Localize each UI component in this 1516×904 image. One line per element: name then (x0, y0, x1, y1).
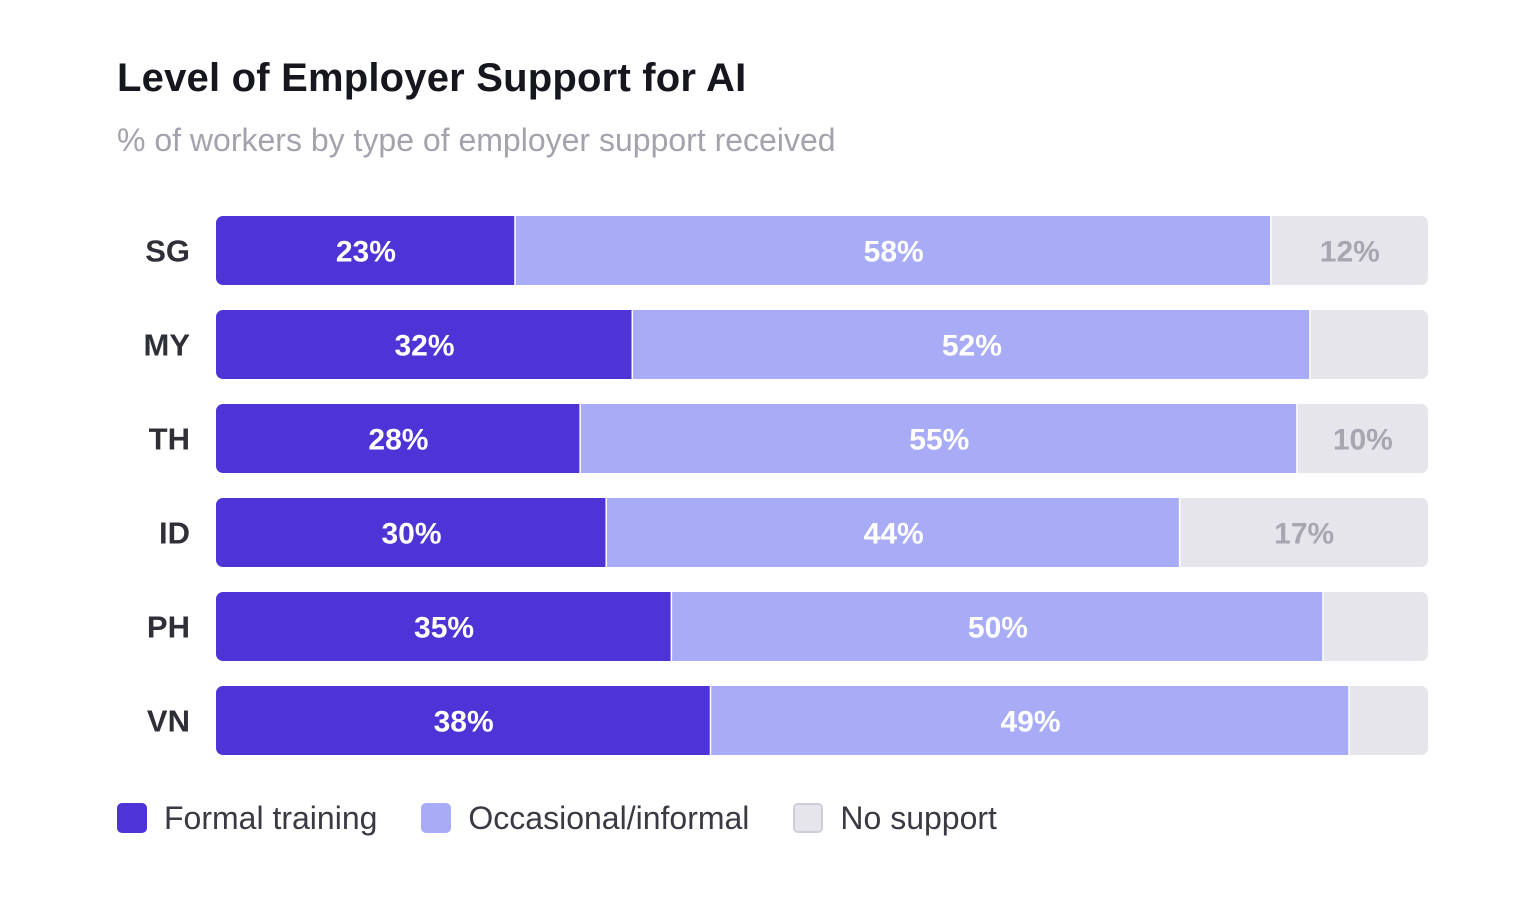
data-label-th-occasional-informal: 55% (909, 424, 969, 457)
data-label-sg-no-support: 12% (1320, 236, 1380, 269)
bar-segment-th-no-support (1297, 404, 1428, 473)
legend-swatch-occasional-informal (421, 803, 452, 833)
bar-row-id: ID 30% 44% 17% (159, 498, 1428, 567)
data-label-vn-occasional-informal: 49% (1000, 706, 1060, 739)
legend-label-no-support: No support (840, 799, 997, 836)
bar-segment-ph-occasional-informal (672, 592, 1324, 661)
bar-row-my: MY 32% 52% (144, 310, 1428, 379)
bar-segment-id-occasional-informal (606, 498, 1181, 567)
data-label-id-formal-training: 30% (381, 518, 441, 551)
category-label-ph: PH (147, 610, 190, 645)
bar-segment-vn-no-support (1349, 686, 1428, 755)
bar-segment-vn-occasional-informal (711, 686, 1350, 755)
data-label-th-no-support: 10% (1333, 424, 1393, 457)
bar-segment-my-no-support (1310, 310, 1428, 379)
bar-segment-ph-formal-training (216, 592, 673, 661)
chart-legend: Formal training Occasional/informal No s… (117, 796, 1041, 840)
legend-item-occasional-informal: Occasional/informal (421, 800, 749, 837)
bar-segment-th-occasional-informal (580, 404, 1298, 473)
legend-item-no-support: No support (793, 800, 997, 837)
bar-segment-sg-occasional-informal (515, 216, 1272, 285)
bar-segment-my-formal-training (216, 310, 634, 379)
category-label-th: TH (149, 422, 190, 457)
bar-segment-ph-no-support (1323, 592, 1428, 661)
category-label-my: MY (144, 328, 191, 363)
data-label-sg-occasional-informal: 58% (864, 236, 924, 269)
bar-row-th: TH 28% 55% 10% (149, 404, 1428, 473)
bar-segment-sg-no-support (1271, 216, 1428, 285)
bar-segment-my-occasional-informal (633, 310, 1311, 379)
chart-title: Level of Employer Support for AI (117, 56, 747, 100)
data-label-th-formal-training: 28% (368, 424, 428, 457)
chart-subtitle: % of workers by type of employer support… (117, 122, 836, 158)
bar-segment-sg-formal-training (216, 216, 516, 285)
bar-segment-vn-formal-training (216, 686, 712, 755)
legend-swatch-no-support (793, 803, 824, 833)
category-label-id: ID (159, 516, 190, 551)
data-label-ph-formal-training: 35% (414, 612, 474, 645)
category-label-vn: VN (147, 704, 190, 739)
legend-swatch-formal-training (117, 803, 147, 833)
data-label-ph-occasional-informal: 50% (968, 612, 1028, 645)
bar-segment-id-no-support (1180, 498, 1428, 567)
legend-label-formal-training: Formal training (164, 799, 378, 836)
stacked-bar-chart: SG 23% 58% 12% MY 32% 52% TH 28% 55% 10% ID 30% 44% 17… (144, 216, 1428, 755)
legend-label-occasional-informal: Occasional/informal (468, 799, 750, 836)
bar-row-sg: SG 23% 58% 12% (145, 216, 1428, 285)
data-label-my-formal-training: 32% (394, 330, 454, 363)
legend-item-formal-training: Formal training (117, 800, 377, 837)
data-label-id-occasional-informal: 44% (864, 518, 924, 551)
data-label-vn-formal-training: 38% (434, 706, 494, 739)
category-label-sg: SG (145, 234, 190, 269)
bar-segment-id-formal-training (216, 498, 607, 567)
data-label-sg-formal-training: 23% (336, 236, 396, 269)
bar-segment-th-formal-training (216, 404, 581, 473)
data-label-id-no-support: 17% (1274, 518, 1334, 551)
bar-row-ph: PH 35% 50% (147, 592, 1428, 661)
bar-row-vn: VN 38% 49% (147, 686, 1428, 755)
data-label-my-occasional-informal: 52% (942, 330, 1002, 363)
